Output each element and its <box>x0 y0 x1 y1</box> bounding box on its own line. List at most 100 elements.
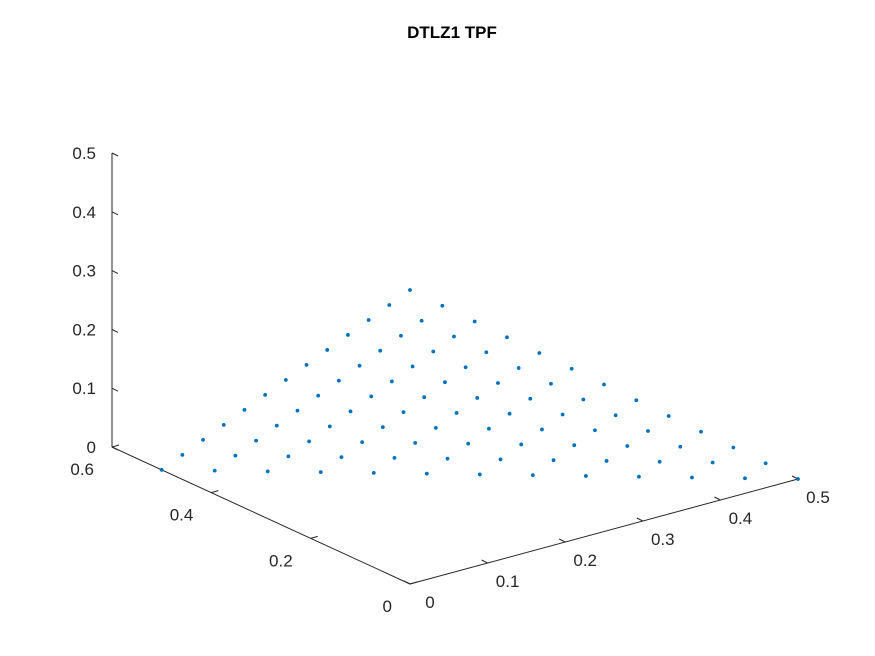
data-point <box>201 437 205 442</box>
x-axis-line <box>409 478 799 585</box>
z-tick-label: 0 <box>87 438 96 457</box>
data-point <box>452 334 456 339</box>
data-point <box>657 459 662 464</box>
data-point <box>357 363 362 368</box>
z-tick-label: 0.4 <box>72 203 96 222</box>
data-point <box>369 394 374 399</box>
data-point <box>433 426 438 430</box>
data-point <box>796 477 800 481</box>
data-point <box>387 303 392 307</box>
y-tick-label: 0 <box>383 597 392 616</box>
data-point <box>445 456 450 461</box>
z-tick <box>111 387 119 392</box>
y-tick <box>111 444 120 448</box>
data-point <box>318 470 323 475</box>
z-tick <box>111 328 119 333</box>
data-point <box>316 393 321 398</box>
data-point <box>392 456 397 460</box>
data-points <box>159 288 800 481</box>
data-point <box>466 441 471 446</box>
data-point <box>440 303 445 308</box>
data-point <box>424 471 429 476</box>
z-tick-label: 0.1 <box>72 379 96 398</box>
data-point <box>360 440 365 445</box>
z-tick <box>111 446 119 451</box>
data-point <box>602 382 606 387</box>
data-point <box>274 423 279 428</box>
data-point <box>637 474 641 479</box>
data-point <box>496 381 500 385</box>
data-point <box>477 472 482 477</box>
y-tick <box>310 535 318 539</box>
data-point <box>307 439 312 444</box>
y-tick <box>409 581 418 585</box>
data-point <box>254 438 258 443</box>
z-tick-label: 0.3 <box>72 262 96 281</box>
data-point <box>463 365 468 370</box>
data-point <box>690 475 694 480</box>
data-point <box>336 378 341 383</box>
data-point <box>413 441 418 445</box>
data-point <box>551 458 556 463</box>
data-point <box>625 444 630 448</box>
y-tick-label: 0.2 <box>269 551 293 570</box>
data-point <box>408 288 412 292</box>
data-point <box>731 445 736 450</box>
data-point <box>581 397 586 402</box>
data-point <box>540 427 544 432</box>
z-tick <box>111 152 119 157</box>
axes: 0 0.1 0.2 0.3 0.4 0.5 0 0.2 0.4 0.6 0 0.1 0.2 0.3 0.4 0… <box>70 144 829 616</box>
x-tick-label: 0.3 <box>651 530 675 549</box>
y-tick-label: 0.6 <box>70 460 94 479</box>
data-point <box>371 470 376 475</box>
data-point <box>484 350 489 355</box>
data-point <box>263 393 268 397</box>
data-point <box>339 455 344 460</box>
z-tick <box>111 211 119 216</box>
z-tick-label: 0.5 <box>72 144 96 163</box>
data-point <box>678 444 683 449</box>
x-tick <box>714 496 721 501</box>
data-point <box>286 454 291 459</box>
data-point <box>348 409 353 414</box>
data-point <box>366 318 371 322</box>
data-point <box>486 426 491 431</box>
data-point <box>159 467 164 472</box>
data-point <box>304 363 309 367</box>
data-point <box>327 424 332 429</box>
data-point <box>389 379 394 384</box>
x-tick-label: 0.2 <box>573 551 597 570</box>
data-point <box>569 366 574 371</box>
x-tick-label: 0.4 <box>729 509 753 528</box>
x-tick-label: 0.5 <box>806 488 830 507</box>
data-point <box>221 422 226 427</box>
chart-title: DTLZ1 TPF <box>407 23 497 42</box>
data-point <box>699 429 703 434</box>
x-tick-label: 0.1 <box>496 572 520 591</box>
data-point <box>593 428 597 433</box>
data-point <box>265 469 270 474</box>
x-tick <box>403 580 411 585</box>
data-point <box>283 378 288 382</box>
data-point <box>212 468 217 473</box>
y-tick <box>211 490 219 494</box>
data-point <box>325 348 330 352</box>
x-tick <box>558 538 566 543</box>
y-axis-line <box>111 446 411 585</box>
z-tick-label: 0.2 <box>72 320 96 339</box>
data-point <box>646 429 650 433</box>
data-point <box>498 457 503 462</box>
data-point <box>666 414 671 418</box>
data-point <box>516 366 521 370</box>
data-point <box>399 333 403 338</box>
data-point <box>613 413 618 418</box>
x-tick <box>636 517 644 522</box>
data-point <box>604 459 609 463</box>
data-point <box>346 333 350 337</box>
data-point <box>507 411 512 416</box>
data-point <box>378 348 383 353</box>
data-point <box>472 319 477 324</box>
data-point <box>454 411 459 415</box>
